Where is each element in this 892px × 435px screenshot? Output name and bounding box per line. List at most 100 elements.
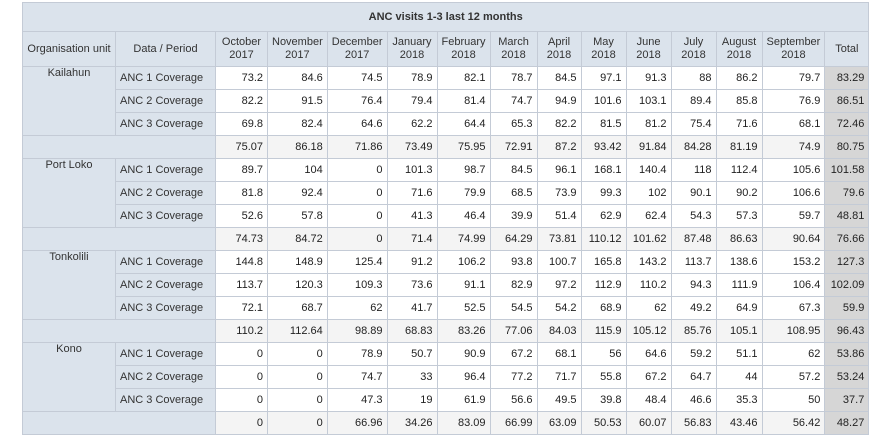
- value-cell: 64.6: [326, 112, 388, 136]
- value-cell: 82.4: [267, 112, 328, 136]
- header-month-year: 2018: [546, 49, 572, 61]
- subtotal-cell: 87.2: [536, 135, 582, 159]
- subtotal-cell: 108.95: [761, 319, 826, 343]
- value-cell: 44: [715, 365, 763, 389]
- header-month[interactable]: June 2018: [625, 31, 672, 67]
- value-cell: 79.4: [386, 89, 438, 113]
- value-cell: 143.2: [625, 250, 672, 274]
- row-total-cell: 101.58: [824, 158, 870, 182]
- value-cell: 71.7: [536, 365, 582, 389]
- header-month[interactable]: March 2018: [489, 31, 538, 67]
- row-total-cell: 79.6: [824, 181, 870, 205]
- value-cell: 39.8: [580, 388, 627, 412]
- value-cell: 98.7: [436, 158, 491, 182]
- value-cell: 71.6: [715, 112, 763, 136]
- data-label-cell: ANC 3 Coverage: [115, 204, 216, 228]
- value-cell: 56: [580, 342, 627, 366]
- subtotal-cell: 84.28: [670, 135, 717, 159]
- subtotal-cell: 0: [326, 227, 388, 251]
- header-month[interactable]: September 2018: [761, 31, 826, 67]
- subtotal-cell: 87.48: [670, 227, 717, 251]
- value-cell: 49.5: [536, 388, 582, 412]
- value-cell: 78.7: [489, 66, 538, 90]
- value-cell: 74.5: [326, 66, 388, 90]
- value-cell: 97.2: [536, 273, 582, 297]
- value-cell: 41.7: [386, 296, 438, 320]
- data-label-cell: ANC 1 Coverage: [115, 158, 216, 182]
- row-total-cell: 86.51: [824, 89, 870, 113]
- data-label-cell: ANC 3 Coverage: [115, 296, 216, 320]
- row-total-cell: 127.3: [824, 250, 870, 274]
- value-cell: 67.2: [625, 365, 672, 389]
- value-cell: 56.6: [489, 388, 538, 412]
- value-cell: 35.3: [715, 388, 763, 412]
- value-cell: 89.7: [215, 158, 268, 182]
- subtotal-cell: 66.96: [326, 411, 388, 435]
- header-month-name: June: [636, 36, 661, 48]
- value-cell: 91.2: [386, 250, 438, 274]
- value-cell: 90.1: [670, 181, 717, 205]
- header-month[interactable]: December 2017: [326, 31, 388, 67]
- subtotal-label-cell: [22, 319, 216, 343]
- org-unit-cell: Port Loko: [22, 158, 116, 228]
- subtotal-cell: 0: [215, 411, 268, 435]
- value-cell: 0: [326, 204, 388, 228]
- header-month-name: October: [221, 36, 262, 48]
- value-cell: 76.9: [761, 89, 826, 113]
- header-month[interactable]: February 2018: [436, 31, 491, 67]
- subtotal-cell: 84.03: [536, 319, 582, 343]
- value-cell: 82.2: [536, 112, 582, 136]
- value-cell: 41.3: [386, 204, 438, 228]
- value-cell: 110.2: [625, 273, 672, 297]
- table-title: ANC visits 1-3 last 12 months: [21, 2, 870, 32]
- value-cell: 84.6: [267, 66, 328, 90]
- value-cell: 62: [625, 296, 672, 320]
- value-cell: 90.9: [436, 342, 491, 366]
- value-cell: 113.7: [215, 273, 268, 297]
- subtotal-cell: 83.26: [436, 319, 491, 343]
- value-cell: 82.9: [489, 273, 538, 297]
- header-month[interactable]: January 2018: [386, 31, 438, 67]
- value-cell: 101.3: [386, 158, 438, 182]
- header-month[interactable]: November 2017: [267, 31, 328, 67]
- value-cell: 92.4: [267, 181, 328, 205]
- value-cell: 79.9: [436, 181, 491, 205]
- subtotal-cell: 68.83: [386, 319, 438, 343]
- subtotal-cell: 83.09: [436, 411, 491, 435]
- value-cell: 112.4: [715, 158, 763, 182]
- value-cell: 106.2: [436, 250, 491, 274]
- table-row: Port Loko ANC 1 Coverage 89.7 104 0 101.3 98.7…: [22, 158, 870, 228]
- subtotal-cell: 56.83: [670, 411, 717, 435]
- value-cell: 113.7: [670, 250, 717, 274]
- value-cell: 112.9: [580, 273, 627, 297]
- header-month-name: September: [766, 36, 821, 48]
- value-cell: 82.1: [436, 66, 491, 90]
- header-month[interactable]: May 2018: [580, 31, 627, 67]
- value-cell: 19: [386, 388, 438, 412]
- value-cell: 55.8: [580, 365, 627, 389]
- value-cell: 62.9: [580, 204, 627, 228]
- value-cell: 100.7: [536, 250, 582, 274]
- value-cell: 68.1: [536, 342, 582, 366]
- value-cell: 111.9: [715, 273, 763, 297]
- value-cell: 50.7: [386, 342, 438, 366]
- header-month[interactable]: October 2017: [215, 31, 268, 67]
- subtotal-cell: 110.12: [580, 227, 627, 251]
- header-total[interactable]: Total: [824, 31, 870, 67]
- value-cell: 47.3: [326, 388, 388, 412]
- subtotal-label-cell: [22, 411, 216, 435]
- header-month[interactable]: August 2018: [715, 31, 763, 67]
- table-row: ANC 3 Coverage 0 0 47.3 19 61.9 56.6 49.5 39.8 48…: [23, 388, 870, 412]
- header-data-period[interactable]: Data / Period: [115, 31, 216, 67]
- value-cell: 85.8: [715, 89, 763, 113]
- table-row: Tonkolili ANC 1 Coverage 144.8 148.9 125.4 91…: [22, 250, 870, 320]
- header-month-name: April: [548, 36, 571, 48]
- subtotal-cell: 85.76: [670, 319, 717, 343]
- header-month[interactable]: July 2018: [670, 31, 717, 67]
- subtotal-total-cell: 80.75: [824, 135, 870, 159]
- value-cell: 46.6: [670, 388, 717, 412]
- header-organisation-unit[interactable]: Organisation unit: [22, 31, 116, 67]
- value-cell: 52.6: [215, 204, 268, 228]
- subtotal-cell: 84.72: [267, 227, 328, 251]
- header-month[interactable]: April 2018: [536, 31, 582, 67]
